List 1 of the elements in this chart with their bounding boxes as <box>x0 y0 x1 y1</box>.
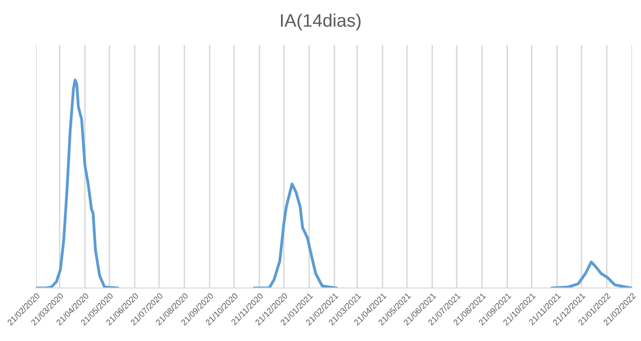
chart-title: IA(14dias) <box>281 14 361 30</box>
